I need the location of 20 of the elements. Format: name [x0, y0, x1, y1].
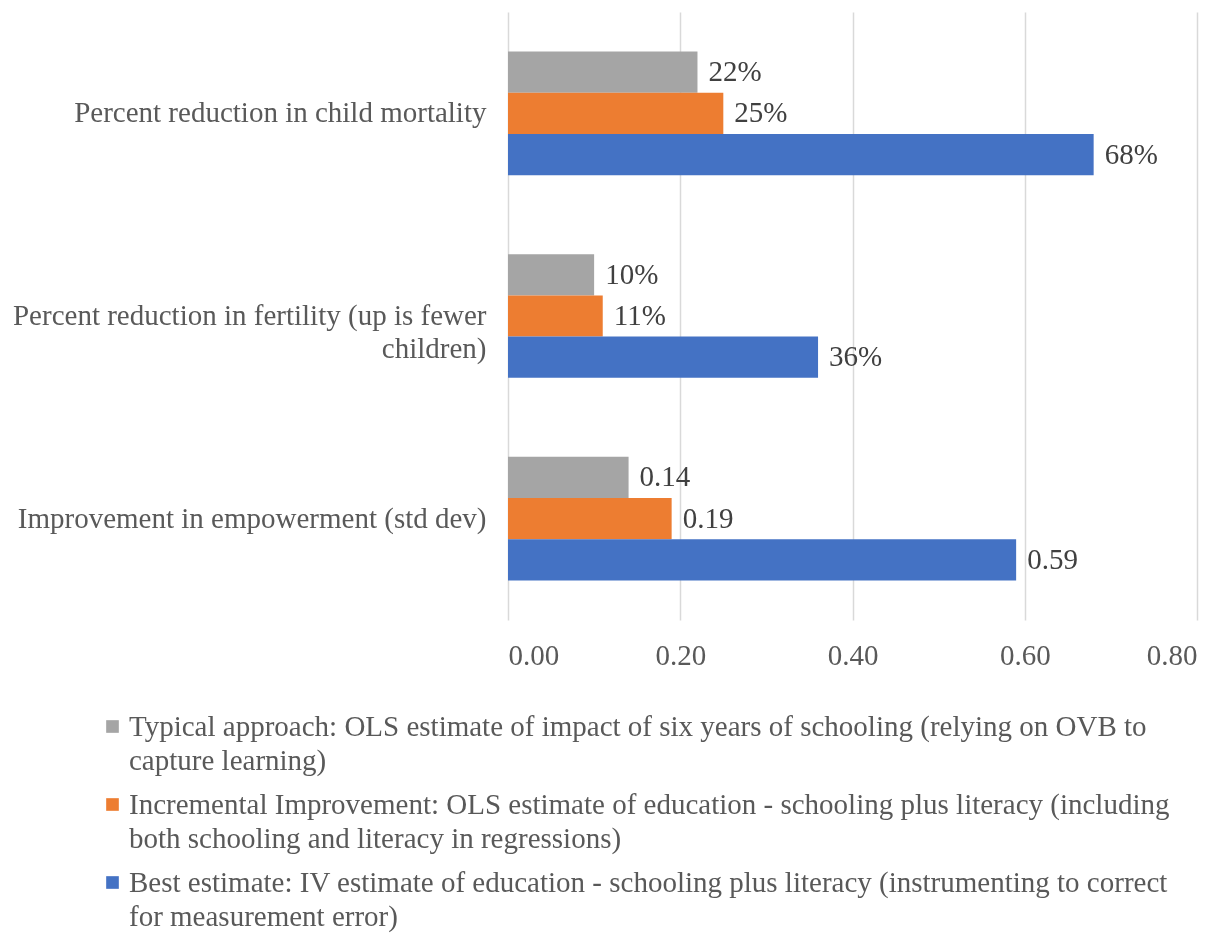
legend-label: Best estimate: IV estimate of education - schooling plus literacy (instrumenting to correct for measurement error) [129, 865, 1168, 933]
y-tick-label: Percent reduction in fertility (up is fewer children) [12, 299, 487, 365]
x-tick-label: 0.60 [999, 638, 1051, 671]
y-tick-label: Percent reduction in child mortality [74, 96, 487, 129]
x-tick-label: 0.00 [508, 638, 560, 671]
y-tick-label: Improvement in empowerment (std dev) [17, 501, 487, 535]
data-label: 11% [613, 299, 666, 331]
data-label: 36% [829, 340, 883, 373]
data-label: 68% [1104, 137, 1158, 170]
legend-label: Incremental Improvement: OLS estimate of education - schooling plus literacy (including both schooling and literacy in regressions) [129, 787, 1170, 855]
data-label: 0.19 [682, 501, 734, 534]
x-tick-label: 0.20 [655, 638, 707, 671]
x-tick-label: 0.80 [1146, 638, 1198, 671]
data-label: 22% [708, 55, 762, 88]
data-label: 0.59 [1027, 542, 1078, 575]
legend-label: Typical approach: OLS estimate of impact of six years of schooling (relying on OVB to capture learning) [129, 709, 1147, 777]
data-label: 25% [734, 96, 788, 129]
x-tick-label: 0.40 [827, 638, 879, 671]
data-label: 10% [605, 257, 659, 290]
data-label: 0.14 [639, 460, 691, 493]
